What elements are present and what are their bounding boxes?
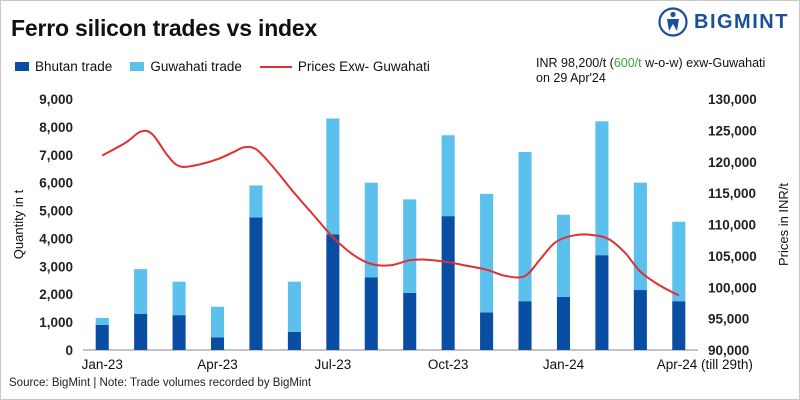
x-tick-label: Jan-24 bbox=[543, 357, 585, 372]
bar-bhutan bbox=[441, 216, 455, 350]
bar-guwahati bbox=[518, 151, 532, 302]
annotation-suffix: w-o-w) exw-Guwahati bbox=[641, 56, 766, 70]
x-tick-label: Jan-23 bbox=[82, 357, 123, 372]
bar-bhutan bbox=[249, 217, 263, 350]
legend-label-bhutan: Bhutan trade bbox=[35, 59, 113, 74]
price-annotation: INR 98,200/t (600/t w-o-w) exw-Guwahati … bbox=[536, 56, 765, 86]
legend-label-price: Prices Exw- Guwahati bbox=[297, 59, 430, 74]
legend-swatch-price bbox=[259, 65, 292, 68]
chart-title: Ferro silicon trades vs index bbox=[11, 15, 318, 41]
annotation-change: 600/t bbox=[613, 56, 642, 70]
annotation-line-1: INR 98,200/t (600/t w-o-w) exw-Guwahati bbox=[536, 56, 765, 71]
bar-bhutan bbox=[595, 255, 609, 350]
bar-bhutan bbox=[95, 324, 109, 350]
bar-guwahati bbox=[364, 182, 378, 278]
bar-bhutan bbox=[287, 331, 301, 350]
bar-bhutan bbox=[172, 315, 186, 350]
y-right-tick-label: 130,000 bbox=[708, 92, 757, 107]
brand-name: BIGMINT bbox=[694, 10, 789, 33]
y-right-tick-label: 100,000 bbox=[708, 280, 757, 295]
bar-guwahati bbox=[633, 182, 647, 291]
y-left-tick-label: 1,000 bbox=[39, 315, 73, 330]
y-left-tick-label: 8,000 bbox=[39, 120, 73, 135]
bar-guwahati bbox=[403, 199, 417, 293]
y-right-tick-label: 90,000 bbox=[708, 343, 749, 358]
annotation-line-2: on 29 Apr'24 bbox=[536, 71, 606, 85]
x-tick-label: Jul-23 bbox=[314, 357, 351, 372]
y-left-tick-label: 3,000 bbox=[39, 259, 73, 274]
x-tick-label: Oct-23 bbox=[428, 357, 469, 372]
chart-legend: Bhutan trade Guwahati trade Prices Exw- … bbox=[15, 59, 442, 74]
bar-bhutan bbox=[210, 337, 225, 350]
y-left-axis-title: Quantity in t bbox=[11, 189, 26, 259]
bar-guwahati bbox=[134, 269, 148, 314]
y-left-tick-label: 7,000 bbox=[39, 148, 73, 163]
bar-guwahati bbox=[210, 306, 225, 338]
legend-swatch-bhutan bbox=[15, 62, 29, 71]
legend-swatch-guwahati bbox=[130, 62, 145, 71]
bar-guwahati bbox=[480, 193, 494, 313]
y-right-tick-label: 110,000 bbox=[708, 218, 756, 233]
y-left-tick-label: 5,000 bbox=[39, 204, 73, 219]
bar-bhutan bbox=[556, 297, 571, 350]
bar-guwahati bbox=[249, 185, 263, 218]
bar-bhutan bbox=[480, 312, 494, 350]
bar-guwahati bbox=[672, 221, 686, 302]
y-left-tick-label: 4,000 bbox=[39, 231, 73, 246]
annotation-price: INR 98,200/t ( bbox=[536, 56, 614, 70]
y-right-tick-label: 105,000 bbox=[708, 249, 757, 264]
y-right-tick-label: 120,000 bbox=[708, 155, 757, 170]
bar-guwahati bbox=[95, 317, 109, 325]
y-left-tick-label: 0 bbox=[65, 343, 73, 358]
bar-guwahati bbox=[441, 135, 455, 217]
chart-source-note: Source: BigMint | Note: Trade volumes re… bbox=[9, 377, 312, 389]
legend-item-bhutan: Bhutan trade bbox=[15, 59, 112, 74]
y-left-tick-label: 6,000 bbox=[39, 176, 73, 191]
bar-guwahati bbox=[287, 281, 301, 332]
y-left-tick-label: 2,000 bbox=[39, 287, 73, 302]
brand-logo: BIGMINT bbox=[658, 7, 789, 37]
bigmint-logo-icon bbox=[658, 7, 688, 37]
bar-guwahati bbox=[172, 281, 186, 316]
legend-item-guwahati: Guwahati trade bbox=[130, 59, 242, 74]
y-right-tick-label: 95,000 bbox=[708, 312, 749, 327]
bar-guwahati bbox=[326, 118, 340, 235]
y-right-tick-label: 115,000 bbox=[708, 186, 756, 201]
x-tick-label: Apr-23 bbox=[197, 357, 238, 372]
x-tick-label: Apr-24 (till 29th) bbox=[657, 357, 753, 372]
bar-bhutan bbox=[134, 313, 148, 350]
legend-label-guwahati: Guwahati trade bbox=[150, 59, 242, 74]
bar-guwahati bbox=[556, 214, 571, 298]
bar-bhutan bbox=[364, 277, 378, 350]
y-right-tick-label: 125,000 bbox=[708, 123, 757, 138]
bar-bhutan bbox=[672, 301, 686, 350]
price-line bbox=[101, 129, 680, 297]
bar-bhutan bbox=[326, 234, 340, 350]
bar-bhutan bbox=[403, 292, 417, 350]
y-right-axis-title: Prices in INR/t bbox=[776, 183, 791, 266]
bar-bhutan bbox=[633, 290, 647, 350]
y-left-tick-label: 9,000 bbox=[39, 92, 73, 107]
bar-bhutan bbox=[518, 301, 532, 350]
bar-guwahati bbox=[595, 121, 609, 256]
legend-item-price: Prices Exw- Guwahati bbox=[259, 59, 430, 74]
